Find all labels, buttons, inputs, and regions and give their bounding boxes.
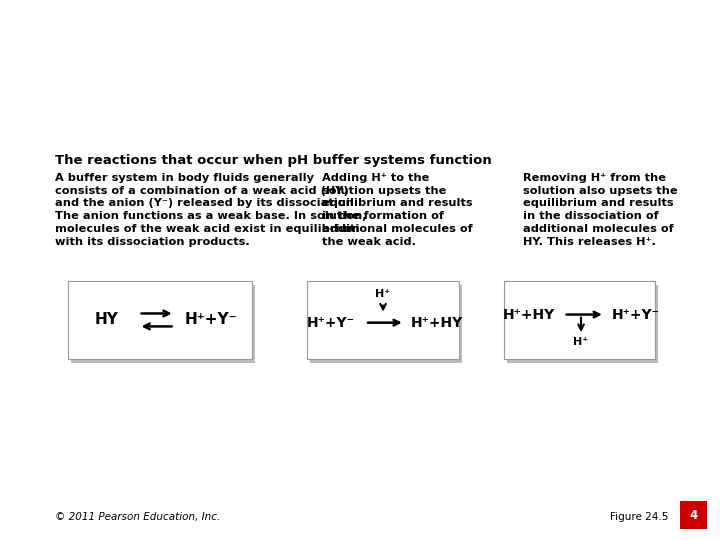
Bar (71, 285, 255, 363)
Bar (504, 281, 655, 359)
Bar (310, 285, 462, 363)
Bar (507, 285, 658, 363)
Text: The reactions that occur when pH buffer systems function: The reactions that occur when pH buffer … (55, 154, 492, 167)
Bar (307, 281, 459, 359)
Text: H⁺+Y⁻: H⁺+Y⁻ (184, 313, 237, 327)
Text: H⁺: H⁺ (375, 289, 391, 299)
Text: H⁺+HY: H⁺+HY (411, 316, 463, 329)
Text: H⁺+Y⁻: H⁺+Y⁻ (307, 316, 355, 329)
Text: Figure 24.5: Figure 24.5 (610, 512, 668, 522)
Text: H⁺+Y⁻: H⁺+Y⁻ (612, 308, 660, 321)
Text: Removing H⁺ from the
solution also upsets the
equilibrium and results
in the dis: Removing H⁺ from the solution also upset… (523, 173, 678, 247)
Bar (680, 501, 707, 529)
Text: H⁺: H⁺ (573, 336, 589, 347)
Text: HY: HY (94, 313, 118, 327)
Text: A buffer system in body fluids generally
consists of a combination of a weak aci: A buffer system in body fluids generally… (55, 173, 367, 247)
Text: © 2011 Pearson Education, Inc.: © 2011 Pearson Education, Inc. (55, 512, 221, 522)
Text: 4: 4 (689, 509, 698, 522)
Bar (68, 281, 252, 359)
Text: Adding H⁺ to the
solution upsets the
equilibrium and results
in the formation of: Adding H⁺ to the solution upsets the equ… (322, 173, 472, 247)
Text: H⁺+HY: H⁺+HY (503, 308, 555, 321)
